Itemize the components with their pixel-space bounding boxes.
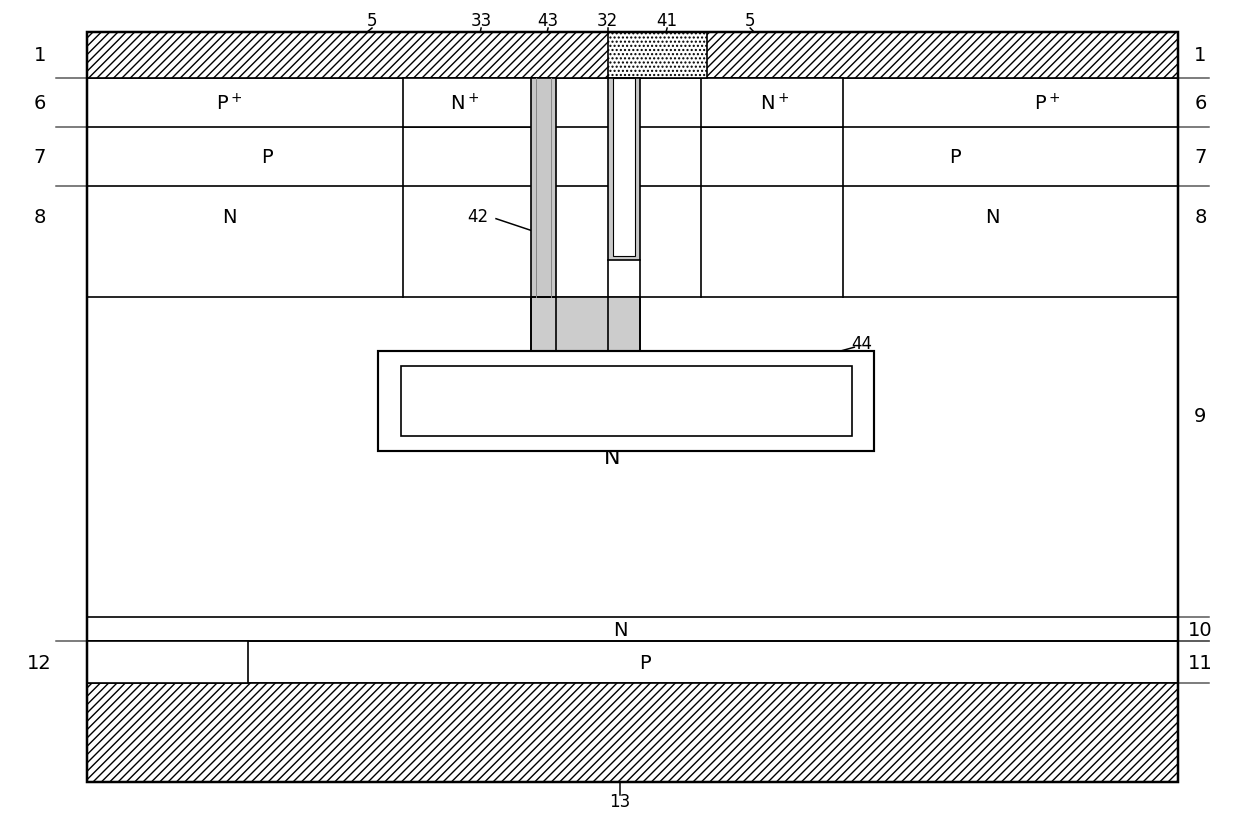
Text: 32: 32 bbox=[596, 12, 619, 30]
Text: 12: 12 bbox=[27, 653, 52, 672]
Text: 41: 41 bbox=[656, 12, 678, 30]
Text: P$^+$: P$^+$ bbox=[216, 93, 243, 114]
Bar bbox=[87, 33, 1178, 782]
Text: P: P bbox=[639, 653, 651, 672]
Text: P: P bbox=[949, 148, 961, 166]
Text: P: P bbox=[260, 148, 273, 166]
Bar bbox=[608, 79, 640, 261]
Text: 1: 1 bbox=[33, 46, 46, 65]
Text: 1: 1 bbox=[1194, 46, 1207, 65]
Text: 5: 5 bbox=[745, 12, 755, 30]
Text: 5: 5 bbox=[367, 12, 377, 30]
Bar bbox=[403, 79, 546, 128]
Bar bbox=[531, 79, 556, 298]
Text: 6: 6 bbox=[33, 94, 46, 113]
Text: 31: 31 bbox=[627, 415, 650, 433]
Bar bbox=[608, 33, 707, 79]
Text: 7: 7 bbox=[33, 148, 46, 166]
Bar bbox=[613, 79, 635, 257]
Text: 7: 7 bbox=[1194, 148, 1207, 166]
Text: N$^-$: N$^-$ bbox=[604, 447, 636, 468]
Text: N$^+$: N$^+$ bbox=[760, 93, 790, 114]
Text: 44: 44 bbox=[852, 335, 872, 353]
Text: 13: 13 bbox=[609, 792, 631, 811]
Bar bbox=[701, 79, 843, 128]
Bar bbox=[531, 298, 640, 352]
Text: N$^+$: N$^+$ bbox=[450, 93, 480, 114]
Text: 9: 9 bbox=[1194, 407, 1207, 426]
Bar bbox=[87, 683, 1178, 782]
Text: N: N bbox=[613, 620, 627, 638]
Text: 43: 43 bbox=[537, 12, 559, 30]
Text: 33: 33 bbox=[470, 12, 492, 30]
Text: 45: 45 bbox=[536, 436, 556, 455]
Text: 42: 42 bbox=[466, 208, 489, 226]
Text: 10: 10 bbox=[1188, 620, 1213, 638]
Text: N: N bbox=[154, 653, 169, 672]
Bar bbox=[378, 352, 874, 451]
Text: 8: 8 bbox=[33, 208, 46, 227]
Text: 2: 2 bbox=[615, 194, 625, 212]
Text: 6: 6 bbox=[1194, 94, 1207, 113]
Bar bbox=[87, 33, 1178, 79]
Bar bbox=[401, 367, 852, 436]
Text: N: N bbox=[222, 208, 237, 227]
Bar bbox=[87, 642, 248, 683]
Text: 8: 8 bbox=[1194, 208, 1207, 227]
Text: P$^+$: P$^+$ bbox=[1034, 93, 1061, 114]
Text: 11: 11 bbox=[1188, 653, 1213, 672]
Text: N: N bbox=[985, 208, 999, 227]
